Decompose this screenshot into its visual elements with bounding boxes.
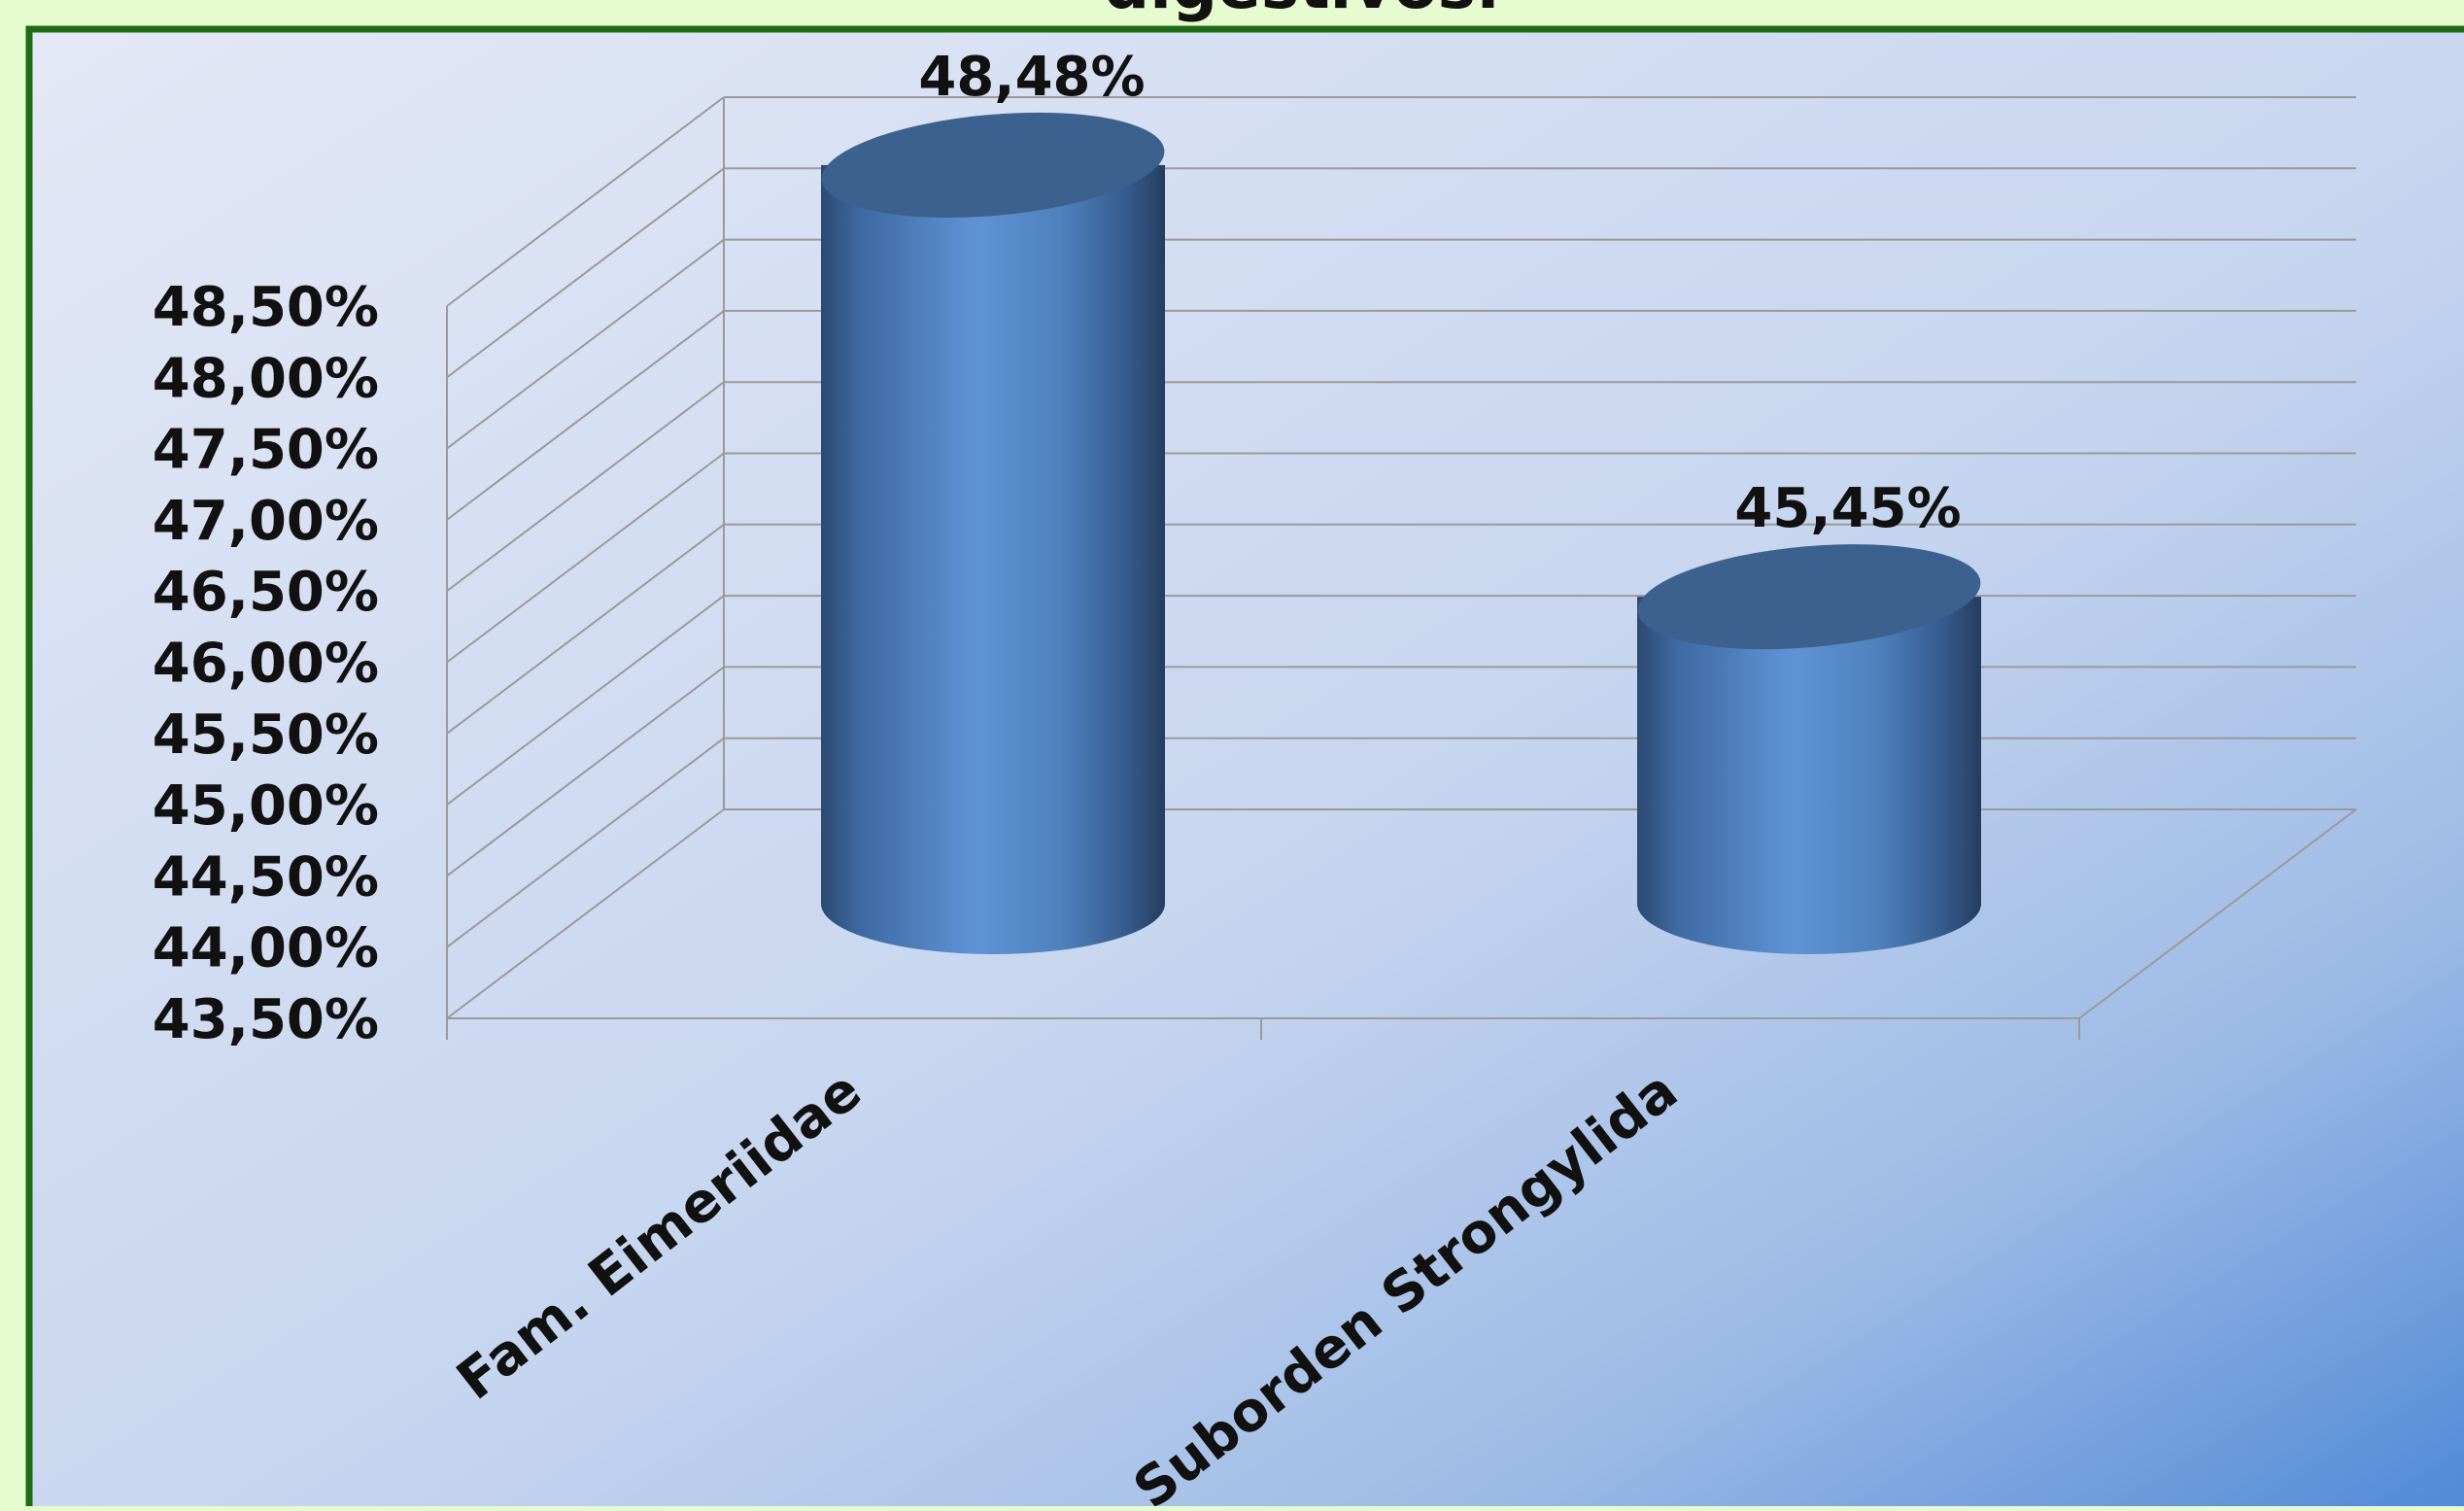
y-tick-label: 46,50% [153, 561, 379, 624]
side-gridline [446, 524, 725, 735]
bar-top [1637, 544, 1981, 650]
side-gridline [446, 737, 725, 948]
y-tick-label: 45,50% [153, 704, 379, 767]
bar-body [1637, 597, 1981, 954]
y-tick-label: 46,00% [153, 633, 379, 696]
chart-bars [821, 112, 1981, 954]
chart-title: digestivos. [1104, 0, 1500, 23]
data-label: 48,48% [918, 46, 1145, 109]
y-tick-label: 47,00% [153, 490, 379, 553]
side-gridline [446, 96, 725, 307]
y-tick-label: 47,50% [153, 419, 379, 482]
side-gridline [446, 452, 725, 664]
side-gridline [446, 595, 725, 806]
side-gridline [446, 666, 725, 877]
data-label: 45,45% [1734, 477, 1961, 540]
side-gridline [446, 167, 725, 379]
data-labels: 48,48% 45,45% [918, 46, 1961, 540]
y-tick-label: 44,00% [153, 917, 379, 980]
bar-body [821, 164, 1165, 954]
bar [1637, 544, 1981, 954]
side-gridline [446, 310, 725, 521]
bar-top [821, 112, 1165, 218]
bar [821, 112, 1165, 954]
side-gridline [446, 238, 725, 450]
y-tick-label: 44,50% [153, 845, 379, 909]
side-gridline [446, 381, 725, 592]
y-tick-label: 48,00% [153, 347, 379, 410]
y-axis-tick-labels: 43,50% 44,00% 44,50% 45,00% 45,50% 46,00% 46,5… [153, 276, 379, 1051]
y-tick-label: 48,50% [153, 276, 379, 339]
plot-frame [25, 25, 2464, 1511]
y-tick-label: 45,00% [153, 774, 379, 838]
y-tick-label: 43,50% [153, 988, 379, 1051]
side-gridline [446, 808, 725, 1019]
